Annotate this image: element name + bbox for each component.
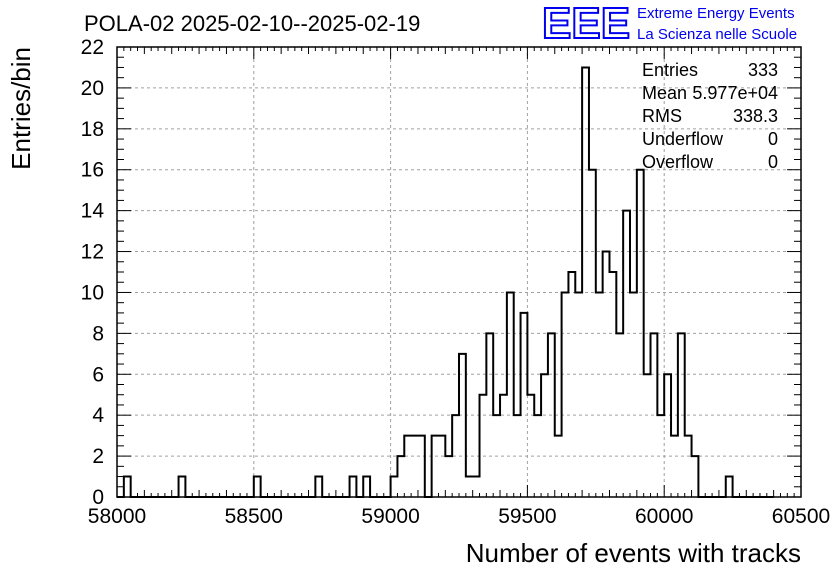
stats-underflow-value: 0 bbox=[768, 129, 778, 149]
y-tick-label: 14 bbox=[81, 200, 105, 223]
x-tick-label: 59500 bbox=[498, 505, 556, 528]
stats-entries-value: 333 bbox=[748, 60, 778, 80]
logo-line-2: La Scienza nelle Scuole bbox=[637, 26, 797, 43]
stats-rms-label: RMS bbox=[642, 106, 682, 126]
y-tick-label: 12 bbox=[81, 241, 104, 264]
y-tick-label: 10 bbox=[81, 281, 104, 304]
logo-line-1: Extreme Energy Events bbox=[637, 5, 795, 22]
stats-underflow-label: Underflow bbox=[642, 129, 724, 149]
y-tick-label: 20 bbox=[81, 77, 104, 100]
x-tick-label: 60000 bbox=[635, 505, 693, 528]
y-tick-label: 2 bbox=[92, 445, 104, 468]
x-tick-label: 58000 bbox=[88, 505, 146, 528]
stats-mean-value: 5.977e+04 bbox=[692, 83, 778, 103]
x-tick-label: 58500 bbox=[225, 505, 283, 528]
stats-mean-label: Mean bbox=[642, 83, 687, 103]
y-axis: 0 2 4 6 8 10 12 14 16 18 20 22 bbox=[81, 36, 801, 509]
stats-box: Entries 333 Mean 5.977e+04 RMS 338.3 Und… bbox=[642, 60, 778, 172]
histogram-step-line bbox=[117, 66, 774, 498]
y-tick-label: 16 bbox=[81, 159, 104, 182]
x-axis-title: Number of events with tracks bbox=[466, 538, 801, 568]
y-tick-label: 8 bbox=[92, 322, 104, 345]
y-tick-label: 22 bbox=[81, 36, 104, 59]
stats-overflow-value: 0 bbox=[768, 152, 778, 172]
plot-title: POLA-02 2025-02-10--2025-02-19 bbox=[84, 11, 420, 36]
stats-rms-value: 338.3 bbox=[733, 106, 778, 126]
y-tick-label: 0 bbox=[92, 486, 104, 509]
stats-overflow-label: Overflow bbox=[642, 152, 714, 172]
eee-logo: EEE Extreme Energy Events La Scienza nel… bbox=[541, 0, 797, 49]
x-axis: 58000 58500 59000 59500 60000 60500 bbox=[88, 47, 830, 528]
y-tick-label: 6 bbox=[92, 363, 104, 386]
y-tick-label: 18 bbox=[81, 118, 104, 141]
logo-mark: EEE bbox=[542, 0, 630, 48]
x-tick-label: 60500 bbox=[772, 505, 830, 528]
grid-lines bbox=[117, 47, 801, 497]
y-tick-label: 4 bbox=[92, 404, 104, 427]
y-axis-title: Entries/bin bbox=[6, 47, 36, 170]
plot-frame bbox=[116, 46, 802, 498]
x-tick-label: 59000 bbox=[361, 505, 419, 528]
stats-entries-label: Entries bbox=[642, 60, 698, 80]
